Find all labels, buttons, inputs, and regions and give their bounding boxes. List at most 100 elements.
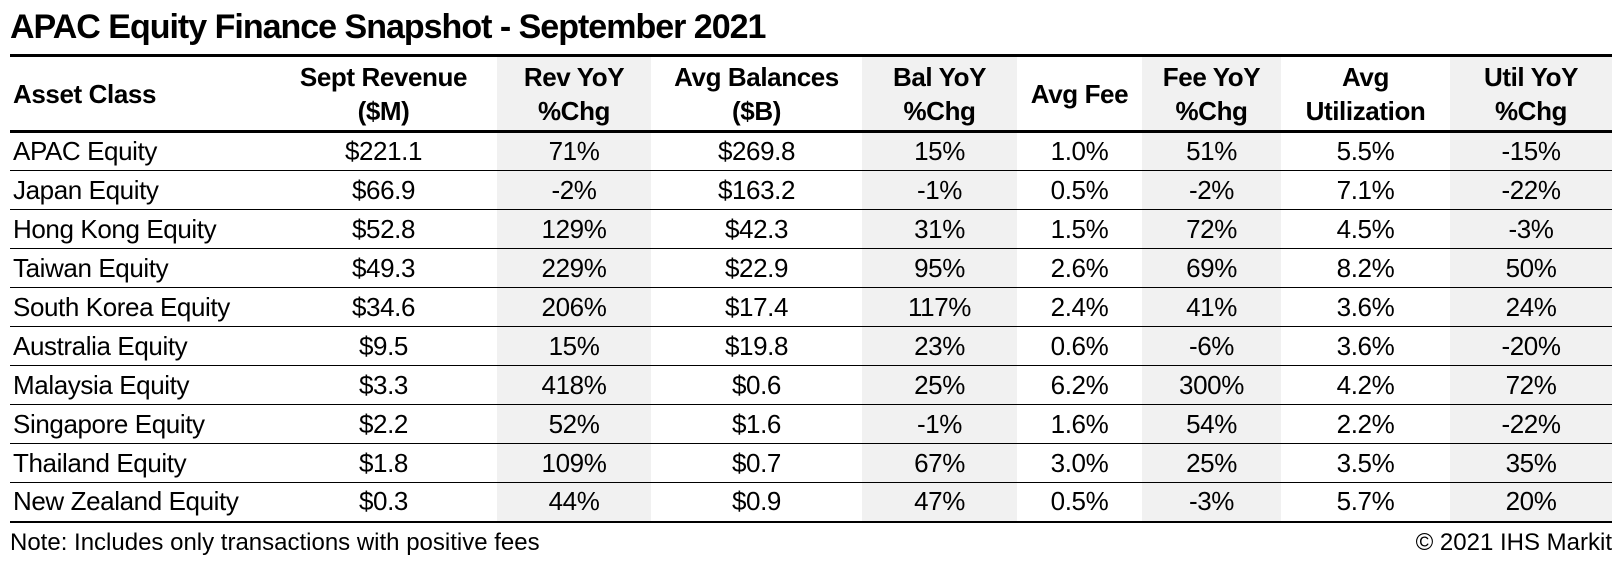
col-header-sept-revenue: Sept Revenue ($M) bbox=[270, 54, 497, 133]
col-header-avg-utilization: Avg Utilization bbox=[1281, 54, 1450, 133]
cell-avg-balances: $17.4 bbox=[651, 287, 862, 327]
table-body: APAC Equity $221.1 71% $269.8 15% 1.0% 51% 5.5%… bbox=[10, 131, 1612, 523]
cell-rev-yoy: 15% bbox=[497, 326, 651, 366]
cell-avg-utilization: 8.2% bbox=[1281, 248, 1450, 288]
cell-fee-yoy: 41% bbox=[1142, 287, 1281, 327]
cell-avg-fee: 0.6% bbox=[1017, 326, 1142, 366]
cell-asset-class: Taiwan Equity bbox=[10, 248, 270, 288]
cell-fee-yoy: 54% bbox=[1142, 404, 1281, 444]
cell-bal-yoy: -1% bbox=[862, 170, 1017, 210]
cell-bal-yoy: 95% bbox=[862, 248, 1017, 288]
cell-avg-balances: $0.6 bbox=[651, 365, 862, 405]
cell-asset-class: Thailand Equity bbox=[10, 443, 270, 483]
col-header-util-yoy: Util YoY %Chg bbox=[1450, 54, 1612, 133]
cell-avg-balances: $0.7 bbox=[651, 443, 862, 483]
cell-util-yoy: 20% bbox=[1450, 482, 1612, 523]
cell-util-yoy: -15% bbox=[1450, 131, 1612, 171]
cell-util-yoy: 50% bbox=[1450, 248, 1612, 288]
col-header-rev-yoy: Rev YoY %Chg bbox=[497, 54, 651, 133]
cell-util-yoy: 24% bbox=[1450, 287, 1612, 327]
cell-avg-utilization: 4.2% bbox=[1281, 365, 1450, 405]
snapshot-table: Asset Class Sept Revenue ($M) Rev YoY %Chg Av… bbox=[10, 54, 1612, 523]
cell-bal-yoy: 15% bbox=[862, 131, 1017, 171]
cell-asset-class: Malaysia Equity bbox=[10, 365, 270, 405]
cell-avg-fee: 1.5% bbox=[1017, 209, 1142, 249]
cell-fee-yoy: -2% bbox=[1142, 170, 1281, 210]
cell-rev-yoy: 109% bbox=[497, 443, 651, 483]
cell-sept-revenue: $9.5 bbox=[270, 326, 497, 366]
cell-util-yoy: -3% bbox=[1450, 209, 1612, 249]
cell-avg-utilization: 3.6% bbox=[1281, 287, 1450, 327]
cell-avg-utilization: 4.5% bbox=[1281, 209, 1450, 249]
cell-sept-revenue: $34.6 bbox=[270, 287, 497, 327]
cell-avg-utilization: 3.6% bbox=[1281, 326, 1450, 366]
cell-sept-revenue: $66.9 bbox=[270, 170, 497, 210]
col-header-asset-class: Asset Class bbox=[10, 54, 270, 133]
cell-rev-yoy: 52% bbox=[497, 404, 651, 444]
report-page: APAC Equity Finance Snapshot - September… bbox=[10, 8, 1612, 556]
cell-asset-class: Hong Kong Equity bbox=[10, 209, 270, 249]
cell-asset-class: Australia Equity bbox=[10, 326, 270, 366]
cell-util-yoy: -22% bbox=[1450, 404, 1612, 444]
cell-avg-balances: $42.3 bbox=[651, 209, 862, 249]
table-row: Japan Equity $66.9 -2% $163.2 -1% 0.5% -2% 7.1%… bbox=[10, 170, 1612, 210]
table-row: Thailand Equity $1.8 109% $0.7 67% 3.0% 25% 3.5… bbox=[10, 443, 1612, 483]
cell-avg-fee: 1.0% bbox=[1017, 131, 1142, 171]
table-row: Australia Equity $9.5 15% $19.8 23% 0.6% -6% 3.… bbox=[10, 326, 1612, 366]
col-header-avg-fee: Avg Fee bbox=[1017, 54, 1142, 133]
cell-rev-yoy: -2% bbox=[497, 170, 651, 210]
cell-util-yoy: 35% bbox=[1450, 443, 1612, 483]
footer-copyright: © 2021 IHS Markit bbox=[1415, 528, 1612, 556]
cell-avg-balances: $269.8 bbox=[651, 131, 862, 171]
cell-avg-balances: $0.9 bbox=[651, 482, 862, 523]
cell-rev-yoy: 44% bbox=[497, 482, 651, 523]
table-header-row: Asset Class Sept Revenue ($M) Rev YoY %Chg Av… bbox=[10, 54, 1612, 133]
table-row: Malaysia Equity $3.3 418% $0.6 25% 6.2% 300% 4.… bbox=[10, 365, 1612, 405]
table-row: APAC Equity $221.1 71% $269.8 15% 1.0% 51% 5.5%… bbox=[10, 131, 1612, 171]
cell-sept-revenue: $52.8 bbox=[270, 209, 497, 249]
cell-avg-fee: 6.2% bbox=[1017, 365, 1142, 405]
cell-util-yoy: 72% bbox=[1450, 365, 1612, 405]
cell-avg-fee: 0.5% bbox=[1017, 482, 1142, 523]
cell-avg-fee: 0.5% bbox=[1017, 170, 1142, 210]
cell-avg-fee: 2.4% bbox=[1017, 287, 1142, 327]
cell-avg-balances: $22.9 bbox=[651, 248, 862, 288]
cell-avg-utilization: 3.5% bbox=[1281, 443, 1450, 483]
table-header: Asset Class Sept Revenue ($M) Rev YoY %Chg Av… bbox=[10, 54, 1612, 133]
table-row: Singapore Equity $2.2 52% $1.6 -1% 1.6% 54% 2.2… bbox=[10, 404, 1612, 444]
cell-avg-balances: $1.6 bbox=[651, 404, 862, 444]
cell-bal-yoy: 31% bbox=[862, 209, 1017, 249]
cell-avg-balances: $19.8 bbox=[651, 326, 862, 366]
cell-rev-yoy: 229% bbox=[497, 248, 651, 288]
table-row: Taiwan Equity $49.3 229% $22.9 95% 2.6% 69% 8.2… bbox=[10, 248, 1612, 288]
cell-fee-yoy: -6% bbox=[1142, 326, 1281, 366]
cell-util-yoy: -20% bbox=[1450, 326, 1612, 366]
cell-sept-revenue: $1.8 bbox=[270, 443, 497, 483]
cell-rev-yoy: 418% bbox=[497, 365, 651, 405]
cell-sept-revenue: $221.1 bbox=[270, 131, 497, 171]
table-row: Hong Kong Equity $52.8 129% $42.3 31% 1.5% 72%… bbox=[10, 209, 1612, 249]
cell-avg-utilization: 5.7% bbox=[1281, 482, 1450, 523]
cell-bal-yoy: 23% bbox=[862, 326, 1017, 366]
cell-avg-fee: 2.6% bbox=[1017, 248, 1142, 288]
cell-asset-class: Singapore Equity bbox=[10, 404, 270, 444]
cell-avg-utilization: 5.5% bbox=[1281, 131, 1450, 171]
cell-avg-balances: $163.2 bbox=[651, 170, 862, 210]
page-title: APAC Equity Finance Snapshot - September… bbox=[10, 8, 766, 46]
cell-sept-revenue: $49.3 bbox=[270, 248, 497, 288]
cell-bal-yoy: 25% bbox=[862, 365, 1017, 405]
cell-fee-yoy: 72% bbox=[1142, 209, 1281, 249]
cell-fee-yoy: 69% bbox=[1142, 248, 1281, 288]
cell-bal-yoy: -1% bbox=[862, 404, 1017, 444]
cell-rev-yoy: 206% bbox=[497, 287, 651, 327]
cell-avg-utilization: 7.1% bbox=[1281, 170, 1450, 210]
cell-sept-revenue: $2.2 bbox=[270, 404, 497, 444]
col-header-avg-balances: Avg Balances ($B) bbox=[651, 54, 862, 133]
cell-util-yoy: -22% bbox=[1450, 170, 1612, 210]
cell-bal-yoy: 117% bbox=[862, 287, 1017, 327]
cell-fee-yoy: 25% bbox=[1142, 443, 1281, 483]
cell-asset-class: APAC Equity bbox=[10, 131, 270, 171]
cell-avg-fee: 1.6% bbox=[1017, 404, 1142, 444]
cell-fee-yoy: 51% bbox=[1142, 131, 1281, 171]
cell-avg-fee: 3.0% bbox=[1017, 443, 1142, 483]
